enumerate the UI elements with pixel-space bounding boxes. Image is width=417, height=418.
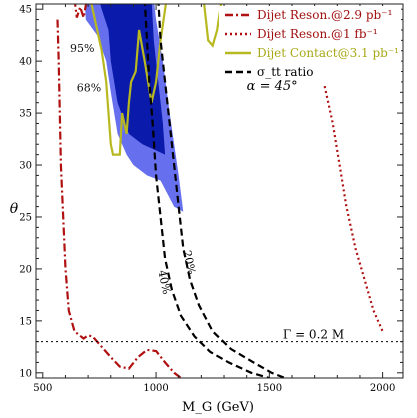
legend-label: Dijet Reson.@2.9 pb⁻¹: [257, 8, 392, 22]
series-line-5: [143, 4, 270, 378]
y-tick-label: 25: [19, 212, 32, 223]
legend-label: Dijet Contact@3.1 pb⁻¹: [257, 46, 399, 60]
legend-label: σ_tt ratio: [257, 65, 313, 79]
series-line-3: [90, 4, 167, 156]
y-axis-label: θ: [10, 201, 19, 217]
y-tick-label: 30: [19, 161, 32, 172]
x-tick-label: 1000: [143, 383, 168, 394]
legend: Dijet Reson.@2.9 pb⁻¹ Dijet Reson.@1 fb⁻¹…: [219, 6, 401, 86]
y-tick-label: 10: [19, 368, 32, 379]
ratio-40-label: 40%: [155, 269, 173, 296]
series-line-2: [320, 71, 384, 332]
y-tick-label: 15: [19, 316, 32, 327]
x-axis-label: M_G (GeV): [182, 400, 254, 415]
annotations: α = 45° Γ = 0.2 M 95% 68% 40% 20%: [70, 42, 344, 342]
alpha-annotation: α = 45°: [247, 79, 298, 94]
x-tick-label: 1500: [257, 383, 282, 394]
region-95-label: 95%: [70, 42, 94, 55]
series-line-4: [203, 4, 223, 48]
curves: [36, 4, 403, 378]
y-tick-label: 20: [19, 264, 32, 275]
series-line-0: [56, 19, 182, 378]
series-line-1: [74, 4, 88, 18]
y-tick-label: 40: [19, 57, 32, 68]
gamma-annotation: Γ = 0.2 M: [283, 328, 344, 342]
ratio-20-label: 20%: [180, 249, 198, 276]
y-tick-label: 45: [19, 5, 32, 16]
x-tick-label: 2000: [370, 383, 395, 394]
series-line-6: [157, 4, 286, 378]
x-tick-label: 500: [33, 383, 52, 394]
plot-frame: [35, 3, 404, 379]
region-68-label: 68%: [77, 81, 101, 94]
y-tick-label: 35: [19, 109, 32, 120]
legend-label: Dijet Reson.@1 fb⁻¹: [257, 27, 378, 41]
axis-ticks: 500 1000 1500 2000 10 15 20 25 30 35 40 45: [19, 4, 403, 394]
